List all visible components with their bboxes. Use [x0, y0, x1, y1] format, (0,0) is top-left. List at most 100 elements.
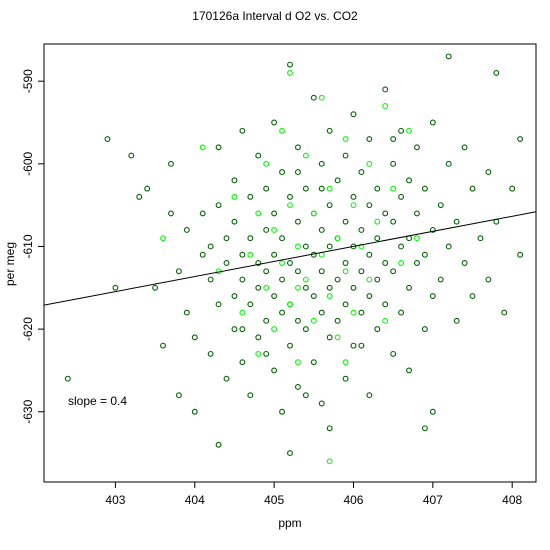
data-point	[302, 243, 309, 250]
data-point	[350, 284, 357, 291]
data-point	[374, 218, 381, 225]
data-point	[279, 260, 286, 266]
data-point	[382, 103, 389, 109]
data-point	[287, 193, 293, 200]
chart-title: 170126a Interval d O2 vs. CO2	[192, 9, 358, 23]
data-point	[509, 185, 516, 192]
data-point	[382, 210, 389, 217]
data-point	[398, 193, 405, 200]
data-point	[247, 301, 254, 308]
data-point	[358, 268, 365, 275]
data-point	[326, 284, 333, 291]
data-point	[326, 243, 333, 250]
data-point	[271, 119, 278, 126]
data-point	[350, 193, 357, 200]
data-point	[390, 160, 397, 167]
data-point	[453, 218, 460, 225]
data-point	[302, 284, 309, 291]
data-point	[247, 251, 254, 258]
data-point	[294, 144, 301, 151]
data-point	[334, 276, 341, 283]
data-point	[318, 400, 325, 407]
data-point	[294, 268, 301, 275]
data-point	[350, 309, 357, 316]
data-point	[215, 202, 222, 209]
data-point	[342, 359, 349, 366]
data-point	[398, 127, 405, 134]
data-point	[477, 235, 484, 242]
data-point	[152, 284, 159, 291]
data-point	[350, 111, 357, 118]
data-point	[445, 160, 452, 167]
y-tick-label: -620	[21, 317, 35, 341]
data-point	[390, 185, 397, 192]
data-point	[398, 243, 405, 250]
data-point	[294, 359, 301, 366]
data-point	[144, 185, 151, 192]
data-point	[318, 185, 325, 192]
data-point	[406, 367, 412, 374]
data-point	[421, 185, 428, 192]
data-point	[310, 359, 317, 366]
x-axis-label: ppm	[278, 516, 301, 530]
data-point	[302, 276, 309, 283]
x-tick-label: 405	[264, 493, 284, 507]
data-point	[287, 202, 293, 209]
data-point	[263, 185, 270, 192]
data-point	[271, 210, 278, 217]
data-point	[374, 235, 381, 242]
data-point	[406, 284, 412, 291]
data-point	[215, 144, 222, 151]
data-point	[485, 169, 492, 176]
data-point	[287, 301, 293, 308]
data-point	[255, 284, 262, 291]
data-point	[239, 359, 246, 366]
data-point	[231, 193, 238, 200]
data-point	[334, 235, 341, 242]
data-point	[104, 136, 111, 142]
data-point	[326, 202, 333, 209]
data-point	[485, 276, 492, 283]
data-point	[279, 276, 286, 283]
data-point	[231, 293, 238, 300]
data-point	[414, 144, 420, 151]
data-point	[429, 408, 436, 415]
data-point	[287, 342, 293, 349]
data-point	[223, 375, 230, 382]
data-point	[342, 301, 349, 308]
data-point	[358, 243, 365, 250]
data-point	[263, 317, 270, 324]
data-point	[437, 202, 444, 209]
data-point	[279, 235, 286, 242]
data-point	[263, 284, 270, 291]
data-point	[287, 69, 293, 76]
data-point	[358, 309, 365, 316]
data-point	[239, 326, 246, 333]
regression-line	[43, 211, 537, 306]
x-tick-label: 408	[502, 493, 522, 507]
data-point	[247, 235, 254, 242]
data-point	[168, 210, 174, 217]
data-point	[263, 226, 270, 233]
data-point	[390, 350, 397, 357]
data-point	[326, 185, 333, 192]
data-point	[310, 317, 317, 324]
data-point	[326, 334, 333, 341]
data-point	[469, 293, 476, 300]
data-point	[271, 326, 278, 333]
data-point	[421, 251, 428, 258]
data-point	[207, 276, 214, 283]
data-point	[382, 86, 389, 93]
data-point	[247, 193, 254, 200]
data-point	[517, 136, 524, 142]
data-point	[390, 218, 397, 225]
data-point	[366, 251, 373, 258]
data-point	[342, 152, 349, 159]
data-point	[374, 185, 381, 192]
data-point	[199, 210, 206, 217]
data-point	[445, 53, 452, 60]
data-point	[294, 218, 301, 225]
data-point	[231, 218, 238, 225]
data-point	[421, 425, 428, 432]
data-point	[390, 136, 397, 142]
